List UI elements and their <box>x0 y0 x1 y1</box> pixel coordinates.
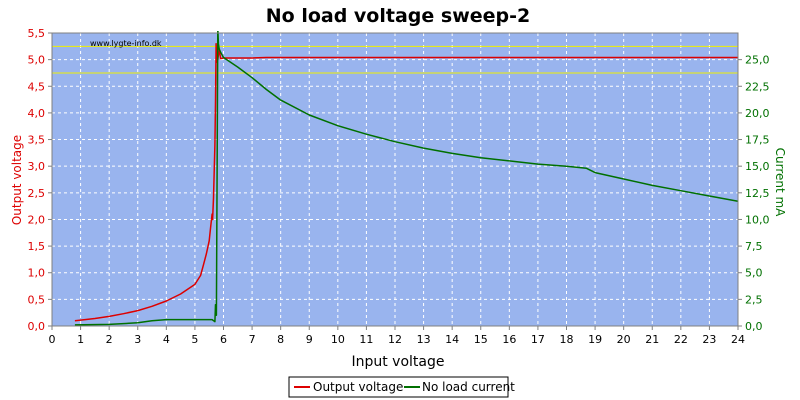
y-right-axis-ticks: 0,0 2,5 5,0 7,5 10,0 12,5 15,0 17,5 20,0 22,5 25,0 <box>738 54 770 333</box>
x-tick-label: 15 <box>474 333 488 346</box>
x-tick-label: 11 <box>359 333 373 346</box>
x-tick-label: 14 <box>445 333 459 346</box>
y-right-tick-label: 17,5 <box>745 134 770 147</box>
watermark: www.lygte-info.dk <box>90 39 162 48</box>
x-tick-label: 20 <box>617 333 631 346</box>
x-tick-label: 19 <box>588 333 602 346</box>
y-right-tick-label: 12,5 <box>745 187 770 200</box>
y-left-tick-label: 3,5 <box>28 134 46 147</box>
series-line-no-load-current <box>74 31 738 326</box>
x-tick-label: 4 <box>163 333 170 346</box>
y-left-tick-label: 1,0 <box>28 267 46 280</box>
y-left-tick-label: 5,0 <box>28 54 46 67</box>
x-tick-label: 13 <box>417 333 431 346</box>
x-tick-label: 17 <box>531 333 545 346</box>
x-tick-label: 3 <box>134 333 141 346</box>
y-left-tick-label: 2,5 <box>28 187 46 200</box>
x-tick-label: 1 <box>77 333 84 346</box>
x-tick-label: 23 <box>702 333 716 346</box>
legend-box <box>288 376 509 398</box>
x-axis-ticks: 0 1 2 3 4 5 6 7 8 9 10 11 12 13 14 15 16 17 18 19 20 21 22 23 24 <box>49 326 745 346</box>
y-left-tick-label: 0,0 <box>28 320 46 333</box>
chart-title: No load voltage sweep-2 <box>266 5 530 27</box>
x-tick-label: 12 <box>388 333 402 346</box>
y-right-axis-label: Current mA <box>773 148 787 218</box>
y-left-axis-ticks: 0,0 0,5 1,0 1,5 2,0 2,5 3,0 3,5 4,0 4,5 5,0 5,5 <box>28 27 52 333</box>
y-right-tick-label: 7,5 <box>745 240 763 253</box>
x-tick-label: 0 <box>49 333 56 346</box>
y-left-tick-label: 2,0 <box>28 213 46 226</box>
x-tick-label: 22 <box>674 333 688 346</box>
series-line-output-voltage <box>74 42 738 322</box>
x-tick-label: 18 <box>560 333 574 346</box>
x-tick-label: 5 <box>191 333 198 346</box>
x-axis-label: Input voltage <box>351 354 444 370</box>
y-right-tick-label: 10,0 <box>745 213 770 226</box>
legend-label-no-load-current: No load current <box>422 380 515 394</box>
x-tick-label: 9 <box>306 333 313 346</box>
y-left-axis-label: Output voltage <box>10 135 24 225</box>
y-right-tick-label: 2,5 <box>745 293 763 306</box>
x-tick-label: 24 <box>731 333 745 346</box>
reference-lines <box>52 45 738 74</box>
x-tick-label: 10 <box>331 333 345 346</box>
x-tick-label: 16 <box>502 333 516 346</box>
y-right-tick-label: 20,0 <box>745 107 770 120</box>
y-right-tick-label: 15,0 <box>745 160 770 173</box>
y-left-tick-label: 5,5 <box>28 27 46 40</box>
x-tick-label: 7 <box>249 333 256 346</box>
legend-label-output-voltage: Output voltage <box>313 380 403 394</box>
y-left-tick-label: 0,5 <box>28 293 46 306</box>
grid <box>52 33 738 326</box>
legend: Output voltage No load current <box>288 376 515 398</box>
y-right-tick-label: 22,5 <box>745 80 770 93</box>
x-tick-label: 2 <box>106 333 113 346</box>
x-tick-label: 8 <box>277 333 284 346</box>
y-right-tick-label: 25,0 <box>745 54 770 67</box>
y-left-tick-label: 3,0 <box>28 160 46 173</box>
series-layer <box>74 31 738 326</box>
y-left-tick-label: 1,5 <box>28 240 46 253</box>
y-left-tick-label: 4,0 <box>28 107 46 120</box>
x-tick-label: 6 <box>220 333 227 346</box>
x-tick-label: 21 <box>645 333 659 346</box>
y-right-tick-label: 5,0 <box>745 267 763 280</box>
y-right-tick-label: 0,0 <box>745 320 763 333</box>
y-left-tick-label: 4,5 <box>28 80 46 93</box>
